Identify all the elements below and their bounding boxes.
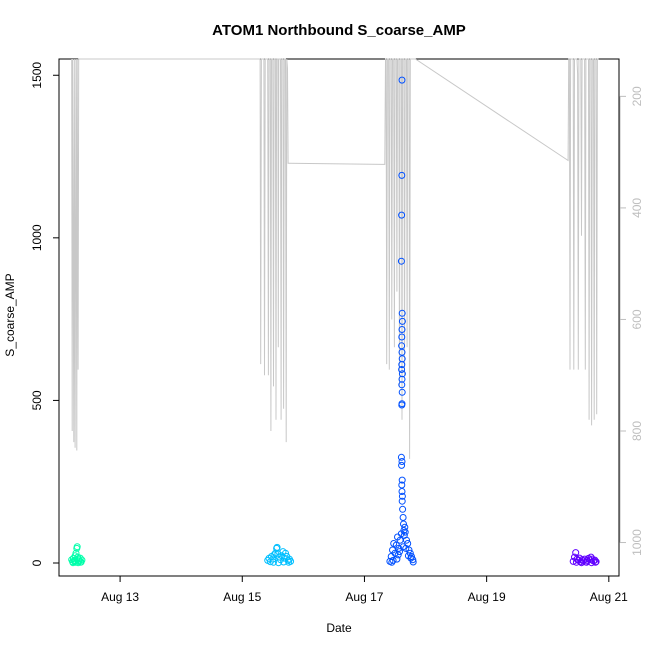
data-point-series-2	[398, 309, 406, 317]
secondary-series-line	[71, 58, 599, 459]
data-point-series-3	[583, 558, 590, 566]
data-point-series-2	[398, 211, 406, 219]
data-point-series-2	[395, 544, 403, 552]
data-point-series-2	[398, 488, 406, 495]
data-point-series-2	[403, 536, 410, 544]
data-point-series-2	[389, 556, 397, 564]
y-tick-label: 1500	[30, 62, 44, 89]
data-point-series-1	[280, 558, 288, 566]
x-axis: Aug 13 Aug 15 Aug 17 Aug 19 Aug 21	[101, 576, 628, 604]
data-point-series-2	[398, 326, 406, 333]
data-point-series-2	[398, 458, 406, 465]
data-point-series-2	[401, 523, 409, 531]
y-tick-label: 0	[30, 559, 44, 566]
y-axis-label: S_coarse_AMP	[3, 273, 17, 356]
data-point-series-2	[398, 481, 406, 489]
x-tick-label: Aug 19	[468, 590, 506, 604]
y-tick-label: 500	[30, 390, 44, 410]
x-tick-label: Aug 17	[345, 590, 383, 604]
data-point-series-3	[588, 559, 596, 567]
secondary-line-layer	[71, 58, 599, 459]
right-tick-label: 800	[630, 421, 644, 441]
data-point-series-2	[398, 476, 406, 484]
data-point-series-1	[275, 559, 282, 567]
data-point-series-2	[388, 558, 396, 566]
right-tick-label: 600	[630, 309, 644, 329]
data-point-series-2	[398, 388, 406, 396]
data-point-series-2	[398, 381, 406, 389]
y-axis: 0 500 1000 1500	[30, 62, 59, 566]
data-point-series-3	[572, 549, 580, 557]
data-point-series-2	[398, 497, 406, 505]
x-tick-label: Aug 13	[101, 590, 139, 604]
data-point-series-2	[398, 492, 406, 500]
data-point-series-2	[393, 555, 401, 563]
data-point-series-0	[72, 558, 79, 566]
data-point-series-2	[400, 520, 407, 528]
data-point-series-2	[399, 514, 407, 521]
data-point-series-0	[71, 557, 79, 565]
x-tick-label: Aug 15	[223, 590, 261, 604]
x-tick-label: Aug 21	[590, 590, 628, 604]
x-axis-label: Date	[326, 621, 352, 635]
data-point-series-3	[578, 559, 585, 567]
data-point-series-2	[398, 366, 406, 373]
data-point-series-1	[270, 558, 277, 566]
data-point-series-2	[401, 528, 409, 536]
data-point-series-3	[592, 558, 600, 566]
y-axis-right: 200 400 600 800 1000	[619, 86, 644, 556]
data-point-series-0	[72, 549, 80, 557]
data-point-series-0	[73, 543, 81, 551]
data-point-series-3	[592, 558, 599, 566]
data-point-series-2	[398, 342, 406, 350]
data-point-series-2	[402, 544, 410, 552]
data-point-series-2	[398, 317, 406, 325]
data-point-series-2	[398, 348, 406, 356]
data-point-series-2	[407, 554, 415, 562]
data-point-series-2	[397, 257, 405, 265]
data-point-series-2	[397, 453, 405, 461]
data-point-series-0	[75, 557, 83, 565]
data-point-series-2	[398, 171, 406, 179]
right-tick-label: 1000	[630, 529, 644, 556]
plot-frame	[58, 58, 620, 577]
data-point-series-2	[409, 558, 417, 566]
data-point-series-2	[398, 76, 406, 84]
data-point-series-2	[399, 505, 407, 513]
data-point-series-2	[398, 401, 406, 409]
data-point-series-2	[400, 527, 408, 534]
points-layer	[68, 76, 600, 567]
data-point-series-2	[398, 333, 406, 341]
data-point-series-1	[285, 558, 293, 566]
data-point-series-2	[398, 461, 406, 469]
data-point-series-1	[269, 555, 277, 563]
data-point-series-2	[394, 551, 402, 559]
data-point-series-0	[69, 559, 77, 567]
data-point-series-3	[569, 557, 577, 565]
data-point-series-1	[273, 543, 281, 551]
data-point-series-2	[398, 361, 406, 369]
y-tick-label: 1000	[30, 224, 44, 251]
right-tick-label: 400	[630, 198, 644, 218]
right-tick-label: 200	[630, 86, 644, 106]
data-point-series-2	[396, 548, 403, 556]
chart-title: ATOM1 Northbound S_coarse_AMP	[212, 22, 466, 39]
data-point-series-1	[282, 549, 289, 557]
data-point-series-3	[572, 558, 580, 566]
